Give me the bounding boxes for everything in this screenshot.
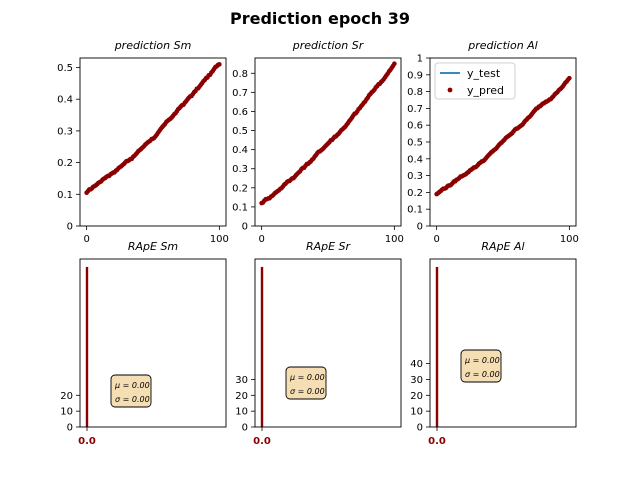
subplot-2: prediction Sr 0 0.1 0.2 0.3 0.4 0.5 0.6 0.7 0.8 0 1…	[232, 39, 404, 245]
y-tick-label: 0.7	[407, 104, 423, 115]
stats-frame	[285, 366, 327, 400]
x-tick-label: 100	[560, 234, 579, 245]
legend-label: y_test	[467, 67, 501, 80]
subplot-6: RApE Al 0 10 20 30 40 0.0 μ = 0.00 σ = 0.00	[410, 240, 577, 447]
y-tick-label: 0.2	[407, 188, 423, 199]
subplot-title: prediction Sr	[292, 39, 365, 52]
x-tick-label: 0	[433, 234, 439, 245]
y-tick-label: 0.3	[57, 126, 73, 137]
y-pred-point	[567, 75, 572, 81]
y-tick-label: 20	[235, 391, 248, 402]
x-tick-label: 0.0	[428, 436, 446, 447]
y-tick-label: 0.5	[57, 63, 73, 74]
y-tick-label: 20	[410, 391, 423, 402]
stat-std: σ = 0.00	[115, 395, 150, 404]
stat-mean: μ = 0.00	[464, 356, 500, 365]
stats-box: μ = 0.00 σ = 0.00	[110, 374, 152, 408]
y-tick-label: 0.6	[407, 121, 423, 132]
x-tick-label: 0.0	[253, 436, 271, 447]
y-tick-label: 0.8	[232, 69, 248, 80]
y-tick-label: 10	[60, 407, 73, 418]
y-tick-label: 20	[60, 391, 73, 402]
stats-box: μ = 0.00 σ = 0.00	[460, 349, 502, 383]
x-tick-label: 100	[210, 234, 229, 245]
axes-frame	[429, 57, 577, 227]
x-tick-label: 0	[83, 234, 89, 245]
legend-frame	[434, 62, 516, 100]
axes-frame	[79, 57, 227, 227]
y-tick-label: 0.4	[57, 95, 73, 106]
subplot-title: prediction Sm	[114, 39, 192, 52]
y-tick-label: 30	[410, 375, 423, 386]
y-tick-label: 0	[67, 222, 73, 233]
y-tick-label: 0.4	[232, 145, 248, 156]
y-tick-label: 0.4	[407, 154, 423, 165]
axes-frame	[254, 57, 402, 227]
y-tick-label: 0.2	[232, 183, 248, 194]
subplot-title: RApE Sr	[306, 240, 352, 253]
y-pred-point	[217, 62, 222, 67]
y-tick-label: 0	[242, 423, 248, 434]
stats-frame	[110, 374, 152, 408]
figure-title: Prediction epoch 39	[230, 9, 410, 28]
subplot-5: RApE Sr 0 10 20 30 0.0 μ = 0.00 σ = 0.00	[235, 240, 402, 447]
stat-std: σ = 0.00	[465, 370, 500, 379]
stat-mean: μ = 0.00	[289, 373, 325, 382]
y-tick-label: 0.1	[57, 190, 73, 201]
axes-frame	[429, 258, 577, 428]
legend: y_test y_pred	[434, 62, 516, 100]
y-tick-label: 0	[242, 222, 248, 233]
subplot-1: prediction Sm 0 0.1 0.2 0.3 0.4 0.5 0 100	[57, 39, 229, 245]
legend-point-swatch	[447, 87, 453, 93]
axes-frame	[79, 258, 227, 428]
histogram-bar	[435, 266, 439, 427]
subplot-4: RApE Sm 0 10 20 0.0 μ = 0.00 σ = 0.00	[60, 240, 227, 447]
y-tick-label: 10	[235, 407, 248, 418]
y-tick-label: 0.8	[407, 87, 423, 98]
y-tick-label: 0.7	[232, 88, 248, 99]
y-tick-label: 0	[417, 222, 423, 233]
y-tick-label: 0.6	[232, 107, 248, 118]
histogram-bar	[85, 266, 89, 427]
subplot-title: prediction Al	[467, 39, 538, 52]
y-tick-label: 0.1	[407, 205, 423, 216]
histogram-bar	[260, 266, 264, 427]
y-tick-label: 0.5	[232, 126, 248, 137]
x-tick-label: 0.0	[78, 436, 96, 447]
stats-frame	[460, 349, 502, 383]
x-tick-label: 0	[258, 234, 264, 245]
y-tick-label: 0.2	[57, 158, 73, 169]
y-tick-label: 0	[67, 423, 73, 434]
subplot-title: RApE Sm	[128, 240, 178, 253]
y-tick-label: 10	[410, 407, 423, 418]
axes-frame	[254, 258, 402, 428]
legend-label: y_pred	[467, 84, 504, 97]
y-tick-label: 1	[417, 54, 423, 65]
x-tick-label: 100	[385, 234, 404, 245]
y-tick-label: 30	[235, 375, 248, 386]
y-test-line	[261, 63, 396, 205]
y-tick-label: 40	[410, 359, 423, 370]
y-tick-label: 0.1	[232, 202, 248, 213]
y-tick-label: 0.5	[407, 138, 423, 149]
y-tick-label: 0.3	[407, 171, 423, 182]
y-pred-point	[392, 61, 397, 67]
stats-box: μ = 0.00 σ = 0.00	[285, 366, 327, 400]
y-tick-label: 0.3	[232, 164, 248, 175]
y-tick-label: 0	[417, 423, 423, 434]
subplot-3: prediction Al 0 0.1 0.2 0.3 0.4 0.5 0.6 0.7 0.8 0.…	[407, 39, 579, 245]
stat-mean: μ = 0.00	[114, 381, 150, 390]
subplot-title: RApE Al	[481, 240, 524, 253]
y-tick-label: 0.9	[407, 70, 423, 81]
stat-std: σ = 0.00	[290, 387, 325, 396]
